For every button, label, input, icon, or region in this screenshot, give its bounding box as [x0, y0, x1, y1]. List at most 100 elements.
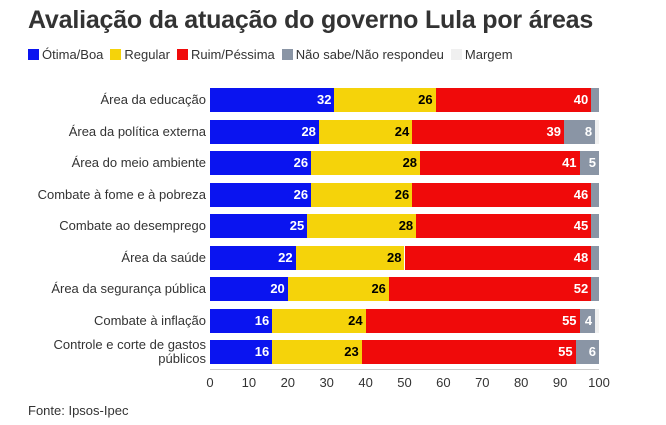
category-label-line: Área da segurança pública [51, 281, 206, 296]
bar-segment [210, 340, 273, 364]
legend-label: Não sabe/Não respondeu [295, 47, 444, 62]
bar-segment [210, 119, 319, 144]
legend-swatch [176, 49, 188, 60]
category-label: Área da saúde [121, 249, 206, 265]
bar-value-label: 23 [344, 344, 359, 359]
legend-item: Ruim/Péssima [176, 47, 275, 62]
bar-segment [272, 340, 362, 364]
category-label: Combate à fome e à pobreza [37, 186, 206, 202]
category-label: Combate ao desemprego [59, 219, 206, 233]
x-tick-label: 30 [319, 375, 334, 390]
bar-segment [210, 214, 308, 238]
category-label: Área da segurança pública [51, 282, 206, 296]
legend-label: Ruim/Péssima [190, 47, 275, 62]
bar-segment [563, 119, 596, 144]
category-label-line: Combate ao desemprego [59, 218, 206, 233]
bar-segment [287, 277, 389, 301]
bar-segment [404, 245, 592, 270]
x-tick-label: 60 [436, 375, 451, 390]
bar-value-label: 28 [387, 249, 402, 265]
bar-segment [435, 88, 592, 112]
bar-segment [591, 214, 599, 238]
bar-segment [210, 277, 288, 301]
chart-title: Avaliação da atuação do governo Lula por… [28, 6, 594, 34]
source-note: Fonte: Ipsos-Ipec [28, 403, 129, 418]
bar-value-label: 28 [402, 155, 418, 170]
bar-value-label: 25 [289, 218, 305, 233]
bar-segment [318, 119, 413, 144]
bar-segment [272, 308, 366, 333]
bar-segment [416, 214, 592, 238]
bar-segment [334, 88, 436, 112]
x-tick-label: 50 [397, 375, 412, 390]
bar-value-label: 24 [394, 123, 410, 139]
bar-value-label: 55 [562, 312, 577, 328]
legend-swatch [110, 49, 122, 60]
legend-item: Não sabe/Não respondeu [281, 47, 444, 62]
bar-segment [575, 340, 599, 364]
legend-label: Regular [124, 47, 170, 62]
bar-segment [307, 214, 417, 238]
bar-value-label: 22 [278, 249, 293, 265]
bar-value-label: 4 [584, 312, 593, 328]
x-tick-label: 20 [280, 375, 296, 390]
bar-value-label: 55 [558, 344, 573, 359]
bar-value-label: 26 [293, 155, 309, 170]
category-label-line: Controle e corte de gastos [53, 337, 206, 352]
bar-segment [579, 151, 599, 175]
category-label-line: Área da saúde [121, 249, 206, 265]
bar-segment [591, 182, 599, 207]
bar-segment [361, 340, 576, 364]
bar-segment [311, 151, 421, 175]
bar-value-label: 26 [418, 92, 433, 107]
legend-item: Ótima/Boa [28, 47, 103, 62]
category-label-line: Combate à fome e à pobreza [37, 186, 206, 202]
legend-item: Margem [450, 47, 513, 62]
bar-value-label: 26 [371, 281, 386, 296]
bar-value-label: 26 [293, 186, 309, 202]
bar-value-label: 52 [573, 281, 589, 296]
bar-value-label: 46 [573, 186, 589, 202]
category-label-line: Área da educação [100, 92, 206, 107]
legend-label: Ótima/Boa [42, 47, 104, 62]
bar-segment [210, 308, 273, 333]
category-label: Área da política externa [69, 124, 206, 139]
bar-value-label: 28 [398, 218, 414, 233]
x-tick-label: 0 [206, 375, 214, 390]
bar-value-label: 48 [573, 249, 589, 265]
bar-segment [595, 308, 599, 333]
bar-value-label: 39 [546, 123, 561, 139]
bar-value-label: 40 [573, 92, 589, 107]
bar-value-label: 16 [254, 312, 270, 328]
bar-segment [210, 245, 296, 270]
bar-value-label: 6 [588, 344, 596, 359]
bar-value-label: 20 [270, 281, 285, 296]
bar-segment [210, 182, 312, 207]
bar-value-label: 8 [584, 123, 593, 139]
x-tick-label: 80 [513, 375, 529, 390]
bar-segment [591, 88, 599, 112]
bar-value-label: 26 [394, 186, 410, 202]
bar-value-label: 24 [348, 312, 363, 328]
category-label: Controle e corte de gastos públicos [54, 338, 206, 366]
bar-value-label: 28 [301, 123, 316, 139]
category-label-line: Área do meio ambiente [71, 155, 206, 170]
bar-segment [311, 182, 413, 207]
legend-item: Regular [110, 47, 170, 62]
legend-swatch [281, 49, 293, 60]
x-tick-label: 10 [241, 375, 257, 390]
chart-legend: Ótima/Boa Regular Ruim/Péssima Não sabe/Não… [28, 47, 520, 62]
category-label: Combate à inflação [94, 313, 206, 328]
x-tick-label: 90 [552, 375, 568, 390]
bar-segment [295, 245, 405, 270]
bar-segment [365, 308, 580, 333]
bar-segment [210, 151, 312, 175]
bar-segment [412, 119, 564, 144]
x-tick-label: 40 [358, 375, 373, 390]
legend-swatch [450, 49, 462, 60]
bar-segment [579, 308, 596, 333]
bar-segment [412, 182, 592, 207]
bar-segment [591, 277, 599, 301]
bar-segment [388, 277, 592, 301]
bar-segment [595, 119, 599, 144]
